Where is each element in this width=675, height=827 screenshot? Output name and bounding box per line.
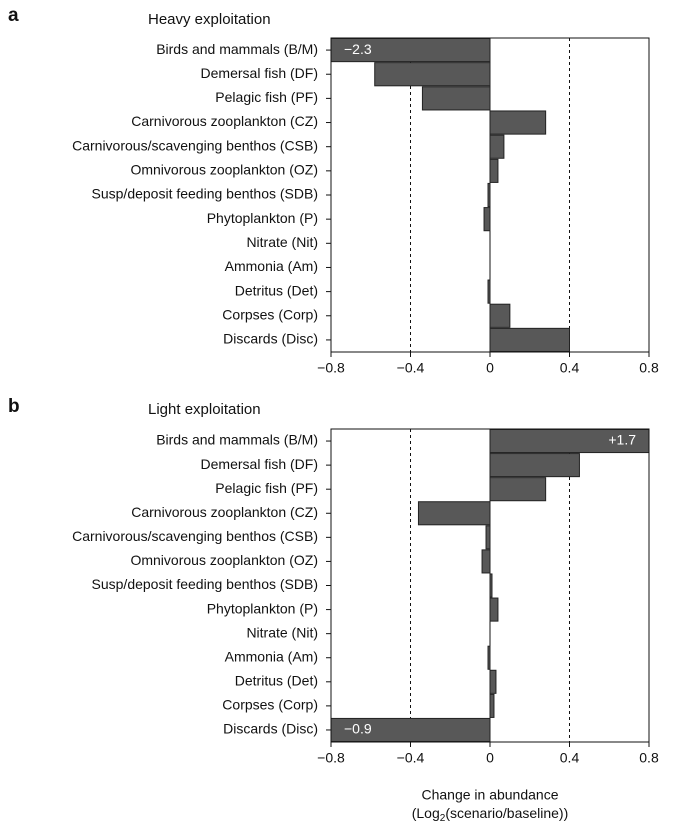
x-tick-label: −0.4 (397, 360, 425, 376)
bar (489, 597, 499, 622)
category-label: Susp/deposit feeding benthos (SDB) (92, 186, 318, 202)
x-axis-label: (Log2(scenario/baseline)) (412, 805, 569, 824)
x-tick-label: 0 (486, 360, 494, 376)
category-label: Ammonia (Am) (225, 648, 318, 664)
bar (489, 134, 505, 159)
bar (487, 645, 491, 670)
category-label: Demersal fish (DF) (201, 65, 318, 81)
bar (489, 573, 493, 598)
bar (489, 327, 570, 352)
category-label: Carnivorous/scavenging benthos (CSB) (72, 528, 318, 544)
x-tick-label: −0.4 (397, 750, 425, 766)
panel-letter: a (8, 5, 19, 26)
bar (421, 86, 491, 111)
category-label: Carnivorous zooplankton (CZ) (131, 113, 318, 129)
bar (481, 549, 491, 574)
bar (487, 279, 491, 304)
category-label: Susp/deposit feeding benthos (SDB) (92, 576, 318, 592)
x-axis-label-sub: 2 (440, 813, 446, 824)
x-tick-label: −0.8 (317, 360, 345, 376)
x-tick-label: 0.4 (560, 360, 580, 376)
category-label: Birds and mammals (B/M) (156, 41, 318, 57)
x-tick-label: 0.8 (639, 360, 659, 376)
bar (489, 429, 649, 454)
category-label: Detritus (Det) (235, 282, 318, 298)
x-axis-label-part: (Log (412, 805, 440, 821)
value-label: −2.3 (344, 41, 372, 57)
bar (483, 207, 491, 232)
bar (489, 110, 547, 135)
category-label: Nitrate (Nit) (246, 234, 318, 250)
category-label: Ammonia (Am) (225, 258, 318, 274)
bar (331, 717, 491, 742)
bars (331, 429, 649, 742)
x-tick-label: −0.8 (317, 750, 345, 766)
x-tick-label: 0.4 (560, 750, 580, 766)
panel-title: Light exploitation (148, 401, 261, 418)
bar (331, 38, 491, 63)
category-label: Pelagic fish (PF) (215, 89, 318, 105)
category-label: Omnivorous zooplankton (OZ) (130, 552, 318, 568)
category-label: Discards (Disc) (223, 721, 318, 737)
category-label: Detritus (Det) (235, 673, 318, 689)
category-label: Carnivorous zooplankton (CZ) (131, 504, 318, 520)
category-label: Pelagic fish (PF) (215, 480, 318, 496)
x-tick-label: 0.8 (639, 750, 659, 766)
value-label: −0.9 (344, 721, 372, 737)
category-label: Carnivorous/scavenging benthos (CSB) (72, 137, 318, 153)
category-label: Phytoplankton (P) (207, 210, 318, 226)
panel-letter: b (8, 396, 20, 417)
category-label: Corpses (Corp) (222, 697, 318, 713)
bar (489, 693, 495, 718)
category-label: Nitrate (Nit) (246, 624, 318, 640)
bars (331, 38, 570, 352)
bar (489, 477, 547, 502)
bar (489, 158, 499, 183)
x-axis-label-part: (scenario/baseline)) (445, 805, 568, 821)
bar (489, 669, 497, 694)
category-label: Phytoplankton (P) (207, 600, 318, 616)
category-label: Discards (Disc) (223, 331, 318, 347)
value-label: +1.7 (608, 432, 636, 448)
category-label: Omnivorous zooplankton (OZ) (130, 162, 318, 178)
plot-frame (330, 37, 650, 353)
x-tick-label: 0 (486, 750, 494, 766)
category-label: Demersal fish (DF) (201, 456, 318, 472)
plot-frame (330, 428, 650, 743)
bar (487, 182, 491, 208)
bar (489, 303, 511, 328)
panel-title: Heavy exploitation (148, 11, 271, 28)
bar (489, 453, 580, 478)
category-label: Corpses (Corp) (222, 306, 318, 322)
bar (417, 501, 491, 526)
x-axis-label: Change in abundance (421, 787, 558, 803)
bar (485, 525, 491, 550)
category-label: Birds and mammals (B/M) (156, 432, 318, 448)
bar (374, 62, 491, 87)
